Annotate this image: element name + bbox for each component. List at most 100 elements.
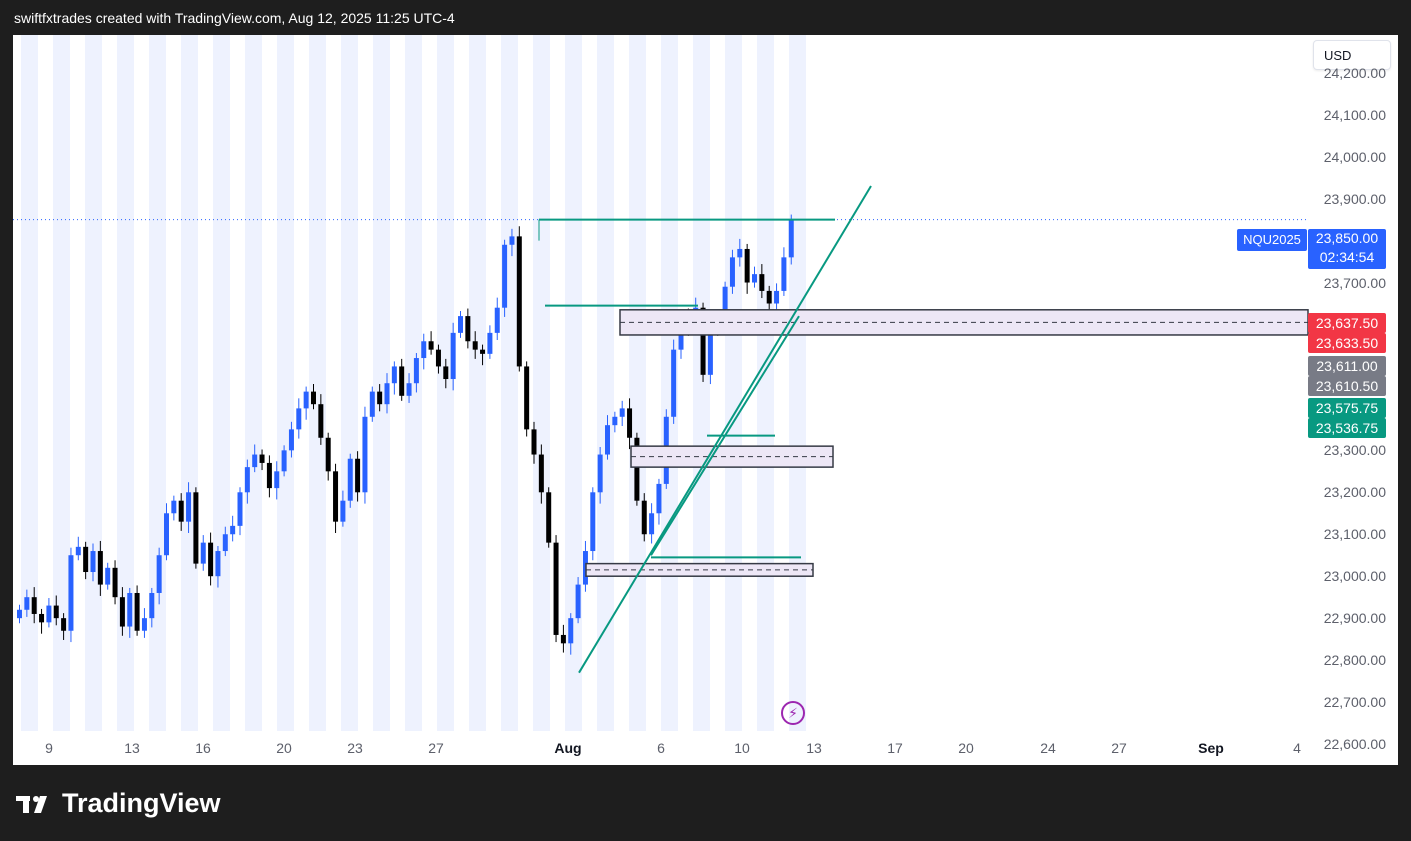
candle [502,239,508,317]
candle-body [134,592,140,631]
y-tick-label: 22,600.00 [1323,736,1386,753]
candle-body [766,290,772,304]
candle [127,587,133,638]
y-tick-label: 23,000.00 [1323,568,1386,585]
x-tick-label: Aug [554,740,582,756]
candle [538,444,544,504]
candle-body [281,450,287,472]
candle [149,587,155,628]
price-tag: 23,536.75 [1308,418,1386,438]
candle-body [266,462,272,489]
candle [590,487,596,561]
x-tick-label: 13 [124,740,140,756]
candle-body [90,551,96,573]
candle [649,503,655,544]
price-chart[interactable] [13,35,1398,765]
lightning-icon[interactable]: ⚡ [781,701,805,725]
candle [377,384,383,412]
candle-body [208,542,214,577]
candle-body [46,605,52,623]
candle [744,243,750,294]
candle [788,214,794,265]
candle [119,587,125,636]
candle [494,297,500,341]
candle-body [627,408,633,438]
candle [215,546,221,588]
candle [266,455,272,498]
candle-body [524,366,530,430]
candle [516,226,522,372]
candle-body [774,290,780,304]
trendline-inner [650,315,800,556]
candle [729,249,735,294]
candle [318,394,324,445]
chart-frame[interactable]: USD 24,200.00 24,100.00 24,000.00 23,900.00… [13,35,1398,765]
session-shade [597,35,614,731]
candle-body [435,349,441,367]
candle-body [509,236,515,245]
candle-body [553,542,559,635]
price-tag: 23,611.00 [1308,356,1386,376]
candle [391,361,397,395]
candle [200,535,206,571]
session-shade [245,35,262,731]
candle-body [752,274,757,283]
candle [97,540,103,596]
y-tick-label: 23,100.00 [1323,526,1386,543]
candle [311,384,316,410]
y-tick-label: 23,300.00 [1323,442,1386,459]
candle-body [671,349,677,417]
candle-body [215,551,221,577]
candle-body [119,597,125,627]
candle-body [605,425,610,455]
candle [575,577,581,624]
candle [90,543,96,582]
candle-body [744,248,750,283]
candle-body [759,274,765,291]
candle-body [97,551,103,585]
candle [303,386,309,420]
currency-selector[interactable]: USD [1313,40,1391,70]
candle-body [53,605,59,619]
price-tag: 23,633.50 [1308,333,1386,353]
candle [347,453,353,508]
candle-body [590,492,596,552]
candle-body [538,454,544,493]
candle [296,398,302,439]
candle [164,503,169,561]
candle-body [406,383,412,396]
candle [737,238,743,267]
candle [781,247,787,296]
candle [208,532,214,586]
header-caption: swiftfxtrades created with TradingView.c… [14,10,455,26]
candle [759,264,765,299]
candle-body [546,492,552,543]
session-shade [405,35,422,731]
candle [53,595,59,626]
candle-body [164,513,169,556]
candle [568,613,574,655]
candle [68,547,74,643]
candle-body [413,358,419,384]
y-tick-label: 22,900.00 [1323,610,1386,627]
candle-body [24,597,30,610]
y-tick-label: 22,700.00 [1323,694,1386,711]
candle [141,608,147,638]
candle-body [75,546,81,556]
x-tick-label: 27 [1111,740,1127,756]
session-shade [341,35,358,731]
candle-body [347,458,353,501]
candle-body [230,525,236,535]
session-shade [277,35,294,731]
candle-body [399,366,405,396]
candle-body [788,219,794,258]
candle [619,400,625,427]
candle-body [303,391,309,409]
brand-name: TradingView [62,788,221,818]
candle [134,585,140,636]
candle-body [200,542,206,564]
last-price-label: 23,850.00 02:34:54 [1308,229,1386,269]
candle [656,478,662,525]
candle-body [333,471,339,522]
brand: TradingView [16,788,221,819]
